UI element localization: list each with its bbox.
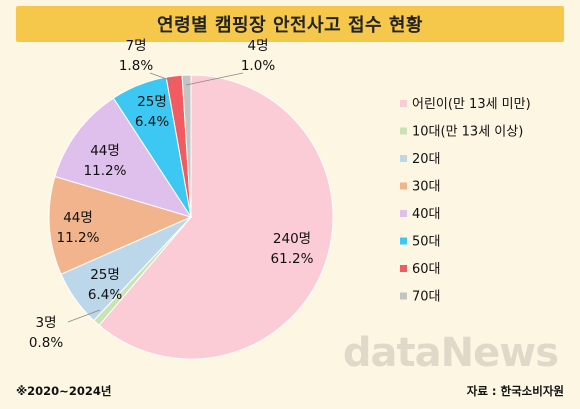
slice-count-label: 7명 [125, 38, 146, 54]
slice-percent-label: 11.2% [57, 230, 100, 246]
slice-count-label: 3명 [35, 315, 56, 331]
legend-swatch [400, 100, 407, 107]
slice-count-label: 44명 [90, 143, 120, 159]
slice-count-label: 4명 [247, 38, 268, 54]
legend-swatch [400, 182, 407, 190]
slice-count-label: 25명 [137, 94, 167, 110]
footnote: ※2020~2024년 [16, 384, 112, 398]
slice-percent-label: 11.2% [84, 163, 127, 179]
slice-count-label: 44명 [63, 210, 93, 226]
slice-percent-label: 0.8% [29, 335, 63, 351]
legend-swatch [400, 155, 407, 162]
pie-slice [54, 97, 193, 218]
slice-count-label: 25명 [90, 267, 120, 283]
legend-label: 20대 [412, 152, 441, 167]
legend-swatch [400, 210, 407, 217]
legend-swatch [400, 127, 407, 135]
title-bar: 연령별 캠핑장 안전사고 접수 현황 [16, 6, 564, 42]
leader-line [67, 309, 101, 323]
legend-swatch [400, 237, 407, 245]
pie-slice [98, 74, 334, 360]
legend-swatch [400, 265, 407, 272]
legend-label: 60대 [412, 262, 441, 277]
pie-slice [48, 175, 193, 275]
pie-slice [181, 74, 192, 218]
chart-title: 연령별 캠핑장 안전사고 접수 현황 [157, 15, 423, 36]
leader-line [149, 72, 176, 83]
legend-label: 어린이(만 13세 미만) [412, 97, 531, 112]
slice-percent-label: 6.4% [135, 114, 169, 130]
legend-label: 70대 [412, 290, 441, 305]
leader-line [185, 72, 244, 86]
legend-label: 30대 [412, 180, 441, 195]
legend-label: 50대 [412, 235, 441, 250]
slice-count-label: 240명 [273, 231, 311, 247]
legend-label: 40대 [412, 207, 441, 222]
slice-percent-label: 1.8% [119, 58, 153, 74]
slice-percent-label: 61.2% [271, 251, 314, 267]
watermark-logo: dataNews [342, 330, 559, 376]
source-note: 자료 : 한국소비자원 [466, 384, 564, 398]
slice-percent-label: 6.4% [88, 287, 122, 303]
legend-label: 10대(만 13세 이상) [412, 125, 523, 140]
legend-swatch [400, 292, 407, 300]
slice-percent-label: 1.0% [241, 58, 275, 74]
